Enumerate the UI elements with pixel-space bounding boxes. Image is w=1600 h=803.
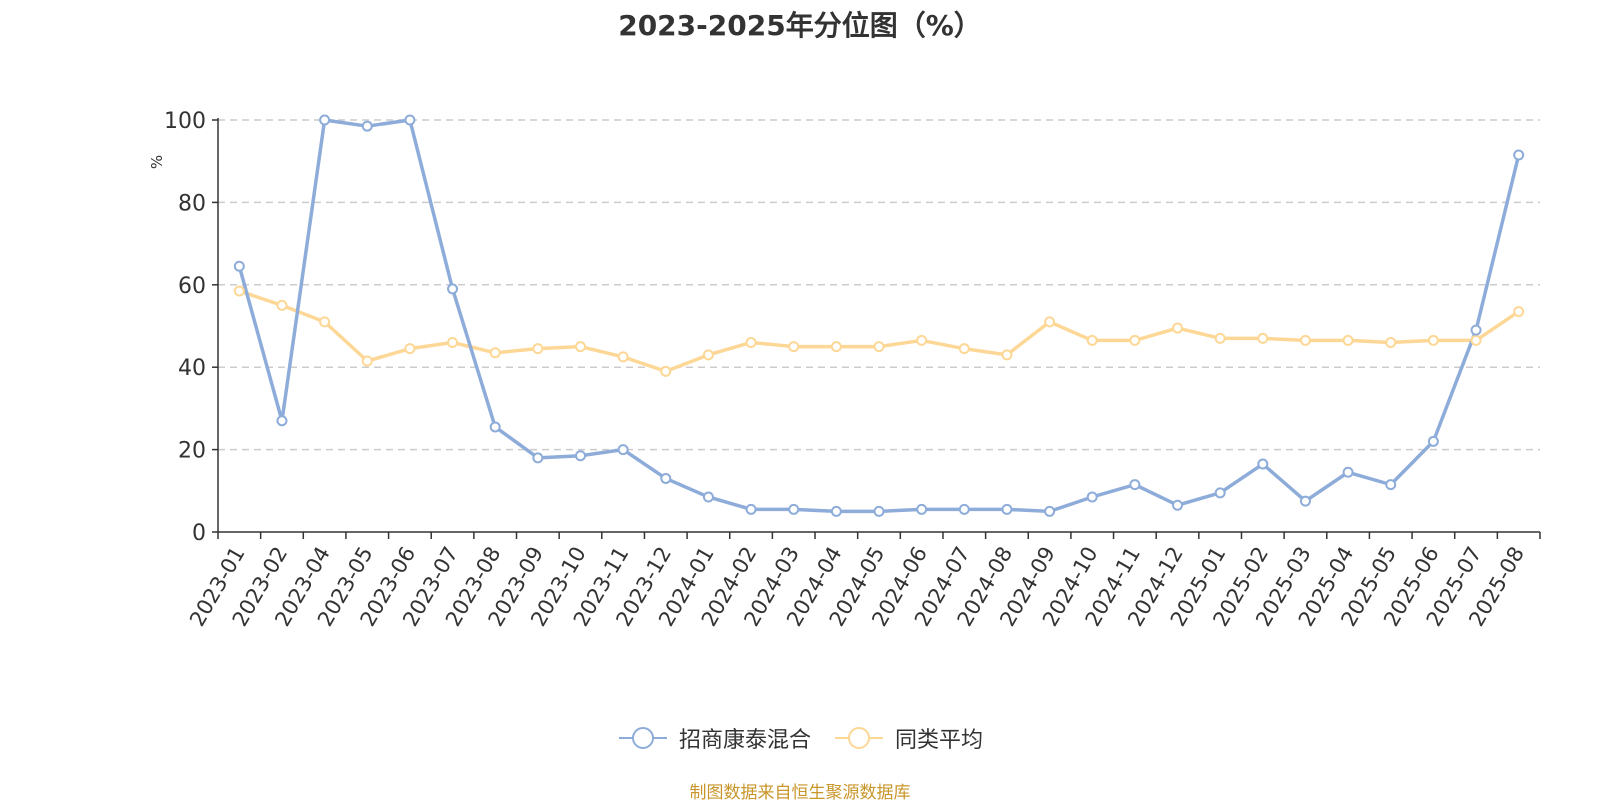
y-axis-unit-label: % [148, 155, 166, 169]
data-point-series-2[interactable] [361, 355, 373, 367]
axes: 020406080100%2023-012023-022023-042023-0… [148, 109, 1541, 630]
data-point-series-1[interactable] [1257, 458, 1269, 470]
data-point-series-1[interactable] [617, 444, 629, 456]
data-point-series-2[interactable] [1001, 349, 1013, 361]
data-point-series-1[interactable] [830, 505, 842, 517]
data-point-series-1[interactable] [532, 452, 544, 464]
legend-marker-series-2 [848, 727, 870, 749]
data-point-series-1[interactable] [404, 114, 416, 126]
data-point-series-2[interactable] [1172, 322, 1184, 334]
data-point-series-1[interactable] [1086, 491, 1098, 503]
data-point-series-2[interactable] [1299, 334, 1311, 346]
data-point-series-2[interactable] [1214, 332, 1226, 344]
data-point-series-2[interactable] [873, 341, 885, 353]
series-line-1 [237, 118, 1521, 514]
data-point-series-1[interactable] [1001, 503, 1013, 515]
data-point-series-2[interactable] [233, 285, 245, 297]
data-point-series-2[interactable] [788, 341, 800, 353]
legend-item-series-1[interactable]: 招商康泰混合 [617, 722, 811, 754]
data-point-series-1[interactable] [660, 472, 672, 484]
series-line-2 [237, 289, 1521, 374]
data-point-series-2[interactable] [276, 299, 288, 311]
data-point-series-1[interactable] [873, 505, 885, 517]
data-point-series-2[interactable] [1513, 306, 1525, 318]
data-point-series-1[interactable] [319, 114, 331, 126]
data-point-series-1[interactable] [574, 450, 586, 462]
chart-title: 2023-2025年分位图（%） [618, 9, 982, 42]
legend-item-series-2[interactable]: 同类平均 [833, 722, 983, 754]
data-point-series-2[interactable] [617, 351, 629, 363]
legend: 招商康泰混合 同类平均 [0, 722, 1600, 754]
legend-label-series-2: 同类平均 [895, 728, 984, 753]
data-point-series-1[interactable] [1129, 479, 1141, 491]
legend-swatch-series-2 [835, 727, 883, 749]
data-point-series-2[interactable] [660, 365, 672, 377]
data-point-series-1[interactable] [1172, 499, 1184, 511]
data-point-series-1[interactable] [788, 503, 800, 515]
data-point-series-1[interactable] [233, 260, 245, 272]
data-point-series-2[interactable] [1427, 334, 1439, 346]
data-point-series-1[interactable] [1427, 435, 1439, 447]
y-tick-label: 60 [178, 274, 206, 299]
data-point-series-1[interactable] [1513, 149, 1525, 161]
y-tick-label: 80 [178, 191, 206, 216]
data-point-series-1[interactable] [916, 503, 928, 515]
data-point-series-2[interactable] [574, 341, 586, 353]
y-tick-label: 100 [164, 109, 206, 134]
grid-lines [218, 119, 1540, 451]
data-point-series-2[interactable] [830, 341, 842, 353]
data-point-series-1[interactable] [1385, 479, 1397, 491]
y-tick-label: 0 [192, 521, 206, 546]
legend-marker-series-1 [631, 727, 654, 749]
data-point-series-1[interactable] [1299, 495, 1311, 507]
data-point-series-2[interactable] [447, 336, 459, 348]
data-point-series-1[interactable] [1214, 487, 1226, 499]
data-point-series-1[interactable] [1044, 505, 1056, 517]
legend-label-series-1: 招商康泰混合 [678, 728, 811, 753]
data-point-series-2[interactable] [1470, 334, 1482, 346]
data-point-series-2[interactable] [702, 349, 714, 361]
data-point-series-1[interactable] [745, 503, 757, 515]
data-point-series-1[interactable] [1342, 466, 1354, 478]
data-point-series-2[interactable] [916, 334, 928, 346]
source-note: 制图数据来自恒生聚源数据库 [689, 783, 911, 803]
data-point-series-1[interactable] [276, 415, 288, 427]
data-point-series-2[interactable] [319, 316, 331, 328]
data-point-series-2[interactable] [489, 347, 501, 359]
data-point-series-2[interactable] [1385, 336, 1397, 348]
data-point-series-2[interactable] [532, 343, 544, 355]
data-point-series-1[interactable] [1470, 324, 1482, 336]
data-points [233, 114, 1525, 517]
series-lines [237, 118, 1521, 514]
data-point-series-2[interactable] [1342, 334, 1354, 346]
data-point-series-2[interactable] [745, 336, 757, 348]
data-point-series-2[interactable] [958, 343, 970, 355]
data-point-series-1[interactable] [958, 503, 970, 515]
data-point-series-1[interactable] [489, 421, 501, 433]
data-point-series-2[interactable] [1086, 334, 1098, 346]
data-point-series-1[interactable] [447, 283, 459, 295]
data-point-series-1[interactable] [361, 120, 373, 132]
data-point-series-2[interactable] [1129, 334, 1141, 346]
data-point-series-1[interactable] [702, 491, 714, 503]
y-tick-label: 40 [178, 356, 206, 381]
data-point-series-2[interactable] [404, 343, 416, 355]
y-tick-label: 20 [178, 439, 206, 464]
legend-swatch-series-1 [618, 727, 667, 749]
data-point-series-2[interactable] [1257, 332, 1269, 344]
data-point-series-2[interactable] [1044, 316, 1056, 328]
